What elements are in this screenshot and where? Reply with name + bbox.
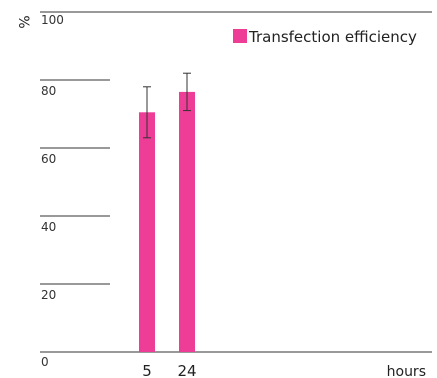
y-tick-label: 40 [41,220,56,234]
x-tick-label: 24 [177,362,196,378]
legend-label: Transfection efficiency [248,28,417,46]
legend-swatch [233,29,247,43]
bar [139,112,155,352]
y-axis-label: % [15,15,31,28]
y-tick-label: 0 [41,355,49,369]
x-axis-label: hours [387,364,426,378]
x-tick-label: 5 [142,362,152,378]
y-tick-label: 100 [41,13,64,27]
bar [179,91,195,353]
y-tick-label: 60 [41,152,56,166]
y-tick-label: 20 [41,288,56,302]
y-tick-label: 80 [41,84,56,98]
legend: Transfection efficiency [233,28,417,46]
